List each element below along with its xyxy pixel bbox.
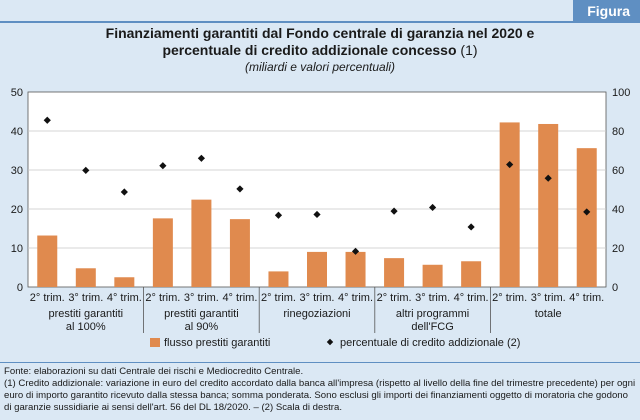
marker-point [197, 154, 205, 162]
marker-point [159, 162, 167, 170]
source-note: Fonte: elaborazioni su dati Centrale dei… [4, 366, 304, 377]
y-left-tick-label: 0 [17, 282, 23, 294]
legend-bar-label: flusso prestiti garantiti [164, 337, 270, 349]
chart-title-line2: percentuale di credito addizionale conce… [0, 42, 640, 59]
group-label: prestiti garantiti [164, 308, 239, 320]
marker-point [390, 207, 398, 215]
x-tick-label: 2° trim. [30, 292, 65, 304]
y-left-tick-label: 10 [11, 243, 23, 255]
x-tick-label: 3° trim. [184, 292, 219, 304]
marker-point [583, 208, 591, 216]
y-left-tick-label: 40 [11, 126, 23, 138]
y-left-tick-label: 30 [11, 165, 23, 177]
footnote-1: (1) Credito addizionale: variazione in e… [4, 378, 636, 413]
marker-point [429, 203, 437, 212]
bar [422, 264, 443, 287]
marker-point [506, 160, 514, 169]
bar [576, 148, 597, 287]
bar [384, 258, 405, 287]
bar [461, 261, 482, 287]
figure-tag: Figura [573, 0, 640, 22]
y-right-tick-label: 0 [612, 282, 618, 294]
y-right-tick-label: 40 [612, 204, 624, 216]
bar [307, 251, 327, 287]
notes: Fonte: elaborazioni su dati Centrale dei… [4, 366, 636, 414]
group-label: al 90% [185, 321, 219, 333]
bar [538, 123, 559, 287]
x-tick-label: 4° trim. [454, 292, 489, 304]
legend-marker-label: percentuale di credito addizionale (2) [340, 337, 520, 349]
y-right-tick-label: 100 [612, 87, 630, 99]
x-tick-label: 2° trim. [145, 292, 180, 304]
y-right-tick-label: 80 [612, 126, 624, 138]
group-label: dell'FCG [411, 321, 453, 333]
y-right-tick-label: 20 [612, 243, 624, 255]
group-label: rinegoziazioni [283, 308, 350, 320]
x-tick-label: 2° trim. [377, 292, 412, 304]
x-tick-label: 3° trim. [300, 292, 335, 304]
marker-point [544, 174, 552, 182]
x-tick-label: 4° trim. [107, 292, 142, 304]
group-label: totale [535, 308, 562, 320]
y-left-tick-label: 50 [11, 87, 23, 99]
bar [114, 277, 135, 287]
marker-point [313, 210, 321, 219]
bar [345, 251, 366, 287]
chart-title-line1: Finanziamenti garantiti dal Fondo centra… [105, 25, 535, 41]
bar [499, 122, 520, 287]
y-right-tick-label: 60 [612, 165, 624, 177]
chart-title: Finanziamenti garantiti dal Fondo centra… [0, 25, 640, 59]
x-tick-label: 4° trim. [569, 292, 604, 304]
chart-subtitle: (miliardi e valori percentuali) [244, 60, 396, 74]
x-tick-label: 4° trim. [338, 292, 373, 304]
chart-title-line2-text: percentuale di credito addizionale conce… [162, 42, 457, 58]
x-tick-label: 4° trim. [222, 292, 257, 304]
x-tick-label: 2° trim. [492, 292, 527, 304]
marker-point [467, 223, 475, 231]
marker-point [351, 247, 360, 255]
legend-marker-swatch [326, 338, 334, 346]
y-left-tick-label: 20 [11, 204, 23, 216]
bar [268, 271, 289, 287]
legend-bar-swatch [150, 338, 160, 347]
bar [191, 199, 212, 287]
bar [152, 218, 173, 287]
chart-title-note: (1) [460, 42, 478, 58]
bar [229, 219, 250, 287]
group-label: prestiti garantiti [49, 308, 124, 320]
x-tick-label: 3° trim. [415, 292, 450, 304]
top-rule [0, 21, 640, 23]
marker-point [236, 185, 244, 193]
marker-point [82, 166, 90, 174]
marker-point [43, 116, 51, 124]
marker-point [274, 211, 283, 219]
group-label: al 100% [66, 321, 106, 333]
x-tick-label: 2° trim. [261, 292, 296, 304]
marker-point [120, 188, 128, 196]
bar [37, 235, 58, 287]
bar [75, 268, 96, 287]
x-tick-label: 3° trim. [531, 292, 566, 304]
notes-separator [0, 362, 640, 363]
x-tick-label: 3° trim. [68, 292, 103, 304]
group-label: altri programmi [396, 308, 469, 320]
